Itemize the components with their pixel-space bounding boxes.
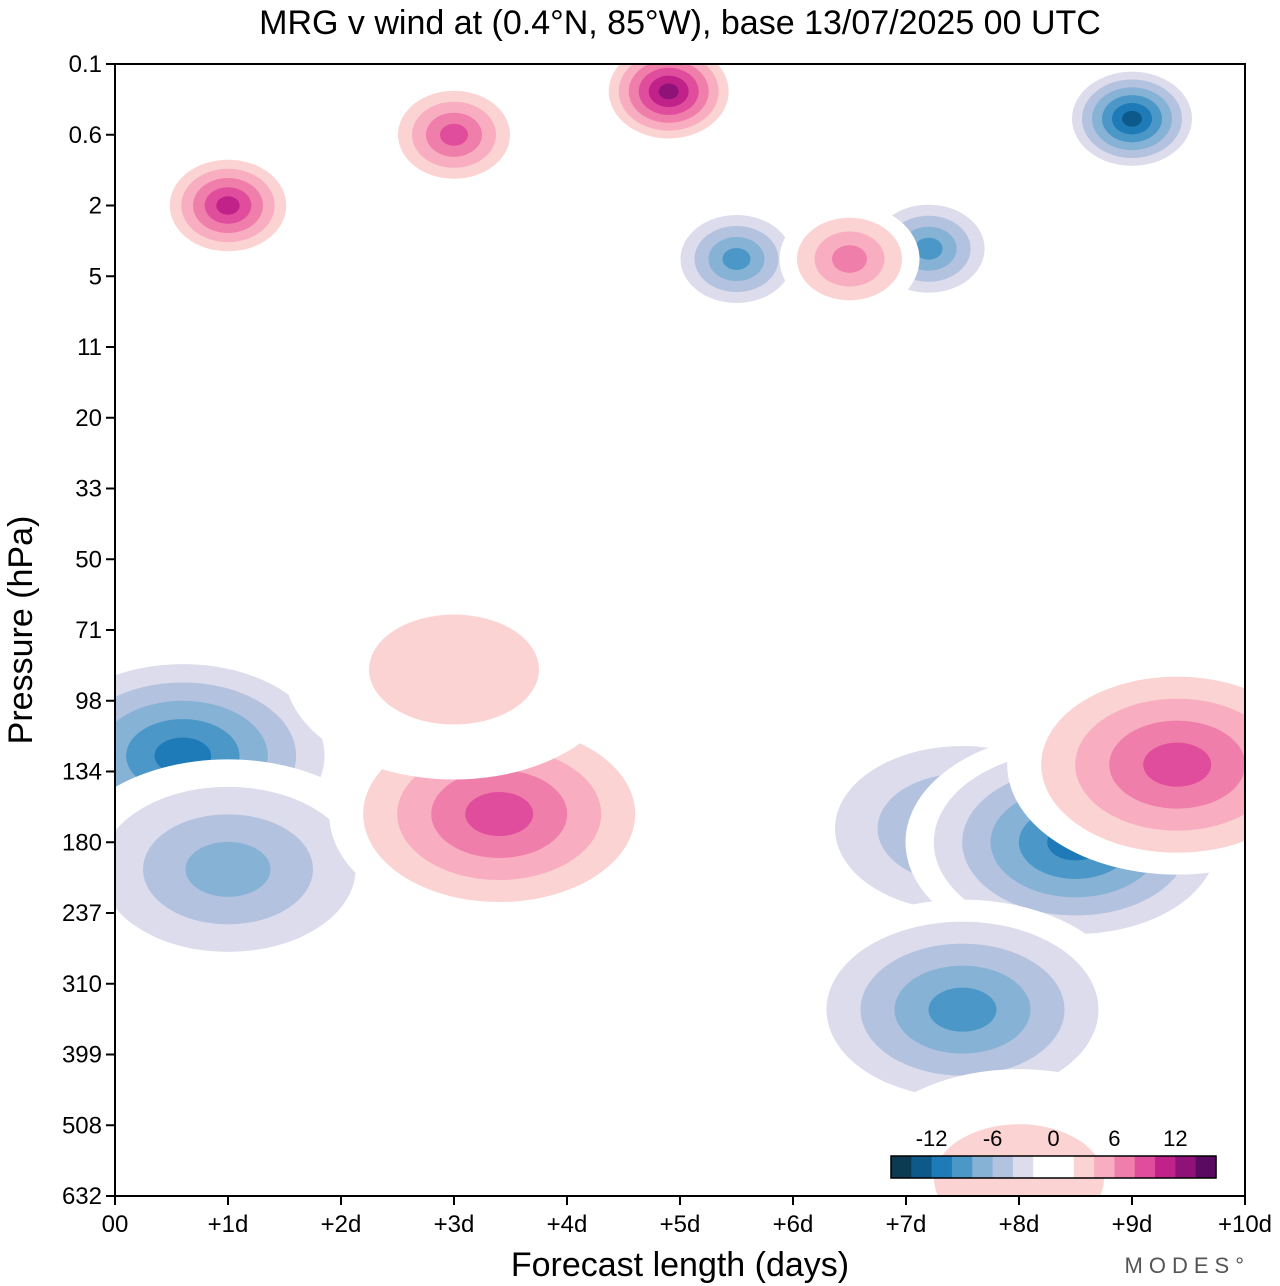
colorbar-swatch <box>1094 1156 1116 1178</box>
y-tick-label: 98 <box>75 688 102 715</box>
y-tick-label: 632 <box>62 1183 102 1210</box>
colorbar-swatch <box>1155 1156 1176 1178</box>
x-axis-title: Forecast length (days) <box>511 1246 849 1284</box>
modes-logo: MODES° <box>1125 1253 1250 1278</box>
colorbar-swatch <box>1134 1156 1156 1178</box>
colorbar-swatch <box>1012 1156 1034 1178</box>
y-tick-label: 2 <box>89 193 102 220</box>
y-tick-label: 310 <box>62 971 102 998</box>
y-tick-label: 237 <box>62 900 102 927</box>
y-tick-label: 11 <box>77 334 102 361</box>
contour-field <box>115 64 1245 1196</box>
y-tick-label: 508 <box>62 1112 102 1139</box>
x-tick-label: +10d <box>1218 1211 1272 1238</box>
contour-band <box>369 614 539 725</box>
contour-band <box>465 792 534 837</box>
colorbar-label: -6 <box>983 1126 1003 1151</box>
y-tick-label: 33 <box>75 476 102 503</box>
colorbar-swatch <box>1195 1156 1217 1178</box>
y-tick-label: 134 <box>62 759 102 786</box>
y-axis-title: Pressure (hPa) <box>2 516 40 745</box>
x-tick-label: +8d <box>999 1211 1040 1238</box>
colorbar-swatch <box>951 1156 973 1178</box>
y-tick-label: 399 <box>62 1042 102 1069</box>
colorbar-swatch <box>1114 1156 1136 1178</box>
chart-title: MRG v wind at (0.4°N, 85°W), base 13/07/… <box>259 4 1101 42</box>
colorbar-swatch <box>931 1156 953 1178</box>
x-tick-label: +7d <box>886 1211 927 1238</box>
colorbar-swatch <box>891 1156 912 1178</box>
x-tick-label: 00 <box>102 1211 129 1238</box>
colorbar-label: 0 <box>1047 1126 1059 1151</box>
y-tick-label: 71 <box>75 617 102 644</box>
plot-area <box>115 64 1245 1196</box>
x-axis: 00 +1d +2d +3d +4d +5d +6d +7d +8d +9d +10d <box>102 1196 1272 1238</box>
y-axis: 0.1 0.6 2 5 11 20 33 50 71 98 134 180 237 310 399 508 63… <box>62 51 115 1210</box>
x-tick-label: +5d <box>660 1211 701 1238</box>
x-tick-label: +2d <box>321 1211 362 1238</box>
x-tick-label: +1d <box>208 1211 249 1238</box>
colorbar-frame <box>890 1155 1217 1179</box>
contour-band <box>1143 742 1212 787</box>
colorbar-label: -12 <box>916 1126 948 1151</box>
y-tick-label: 20 <box>75 405 102 432</box>
y-tick-label: 5 <box>89 263 102 290</box>
colorbar-swatch <box>1033 1156 1055 1178</box>
colorbar-swatch <box>1053 1156 1075 1178</box>
contour-band <box>914 237 943 260</box>
colorbar-label: 12 <box>1163 1126 1187 1151</box>
colorbar-swatch <box>1175 1156 1197 1178</box>
y-tick-label: 180 <box>62 829 102 856</box>
contour-band <box>185 841 271 897</box>
y-tick-label: 0.6 <box>69 122 102 149</box>
colorbar: -12 -6 0 6 12 <box>890 1126 1217 1179</box>
contour-band <box>722 248 751 271</box>
contour-band <box>440 123 468 146</box>
x-tick-label: +4d <box>547 1211 588 1238</box>
colorbar-label: 6 <box>1108 1126 1120 1151</box>
contour-band <box>928 987 997 1032</box>
x-tick-label: +3d <box>434 1211 475 1238</box>
colorbar-swatch <box>972 1156 994 1178</box>
contour-band <box>216 196 240 215</box>
y-tick-label: 0.1 <box>69 51 102 78</box>
contour-band <box>832 245 867 273</box>
colorbar-swatch <box>992 1156 1014 1178</box>
colorbar-swatch <box>1073 1156 1095 1178</box>
colorbar-swatch <box>911 1156 933 1178</box>
x-tick-label: +6d <box>773 1211 814 1238</box>
contour-band <box>1122 110 1142 127</box>
x-tick-label: +9d <box>1112 1211 1153 1238</box>
contour-band <box>658 83 679 100</box>
y-tick-label: 50 <box>75 546 102 573</box>
